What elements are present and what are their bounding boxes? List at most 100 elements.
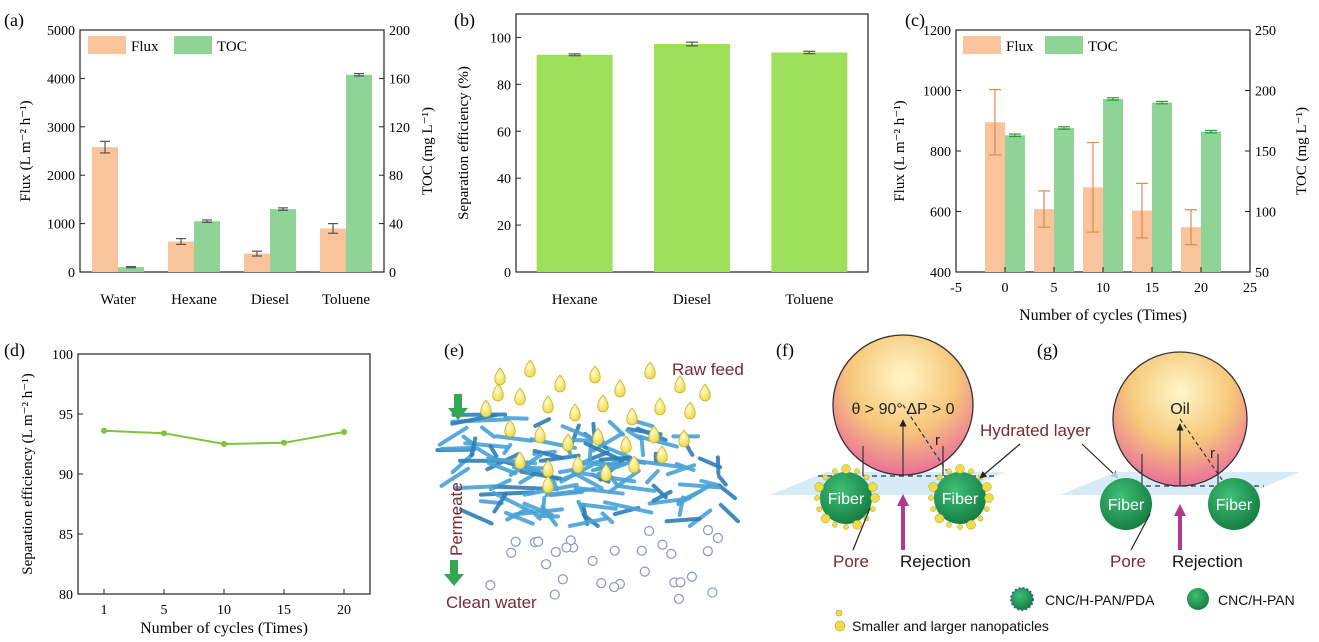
panel-d-ylabel: Separation efficiency (L m⁻² h⁻¹)	[20, 373, 36, 574]
mesh-fiber	[677, 482, 721, 490]
pore-label: Pore	[1110, 552, 1146, 571]
legend-flux-label: Flux	[131, 39, 159, 55]
legend-toc-label: TOC	[1088, 39, 1118, 55]
panel-c-bars	[985, 88, 1221, 272]
y-tick-label: 800	[930, 145, 951, 160]
mesh-fiber	[563, 470, 582, 481]
nanoparticle-legend-label: Smaller and larger nanopaticles	[852, 618, 1049, 634]
oil-drop	[492, 383, 504, 402]
y-tick-label: 1000	[47, 218, 75, 233]
mesh-fiber	[608, 474, 620, 488]
mesh-fiber	[665, 463, 697, 477]
flux-bar	[320, 228, 346, 272]
y2-tick-label: 120	[389, 121, 410, 136]
nanoparticle	[869, 506, 876, 512]
mesh-fiber	[437, 425, 469, 447]
oil-drop	[480, 399, 492, 418]
efficiency-point	[221, 441, 227, 447]
nanoparticle	[854, 468, 860, 475]
y-tick-label: 5000	[47, 24, 75, 39]
water-bubble	[561, 542, 572, 553]
oil-drop	[504, 419, 516, 438]
legend-toc-swatch	[174, 36, 212, 54]
x-tick-label: 5	[1051, 281, 1058, 296]
mesh-fiber	[718, 502, 740, 524]
mesh-fiber	[532, 448, 564, 460]
water-bubble	[541, 559, 552, 570]
oil-drop	[542, 395, 554, 414]
panel-c-x-axis: -5 0 5 10 15 20 25	[950, 267, 1257, 296]
y2-tick-label: 200	[1255, 85, 1276, 100]
mesh-fiber	[645, 469, 660, 485]
y-tick-label: 100	[490, 31, 511, 46]
oil-drop	[600, 463, 612, 482]
x-tick-label: 20	[1194, 281, 1208, 296]
down-arrow-icon	[444, 560, 464, 586]
x-tick-label: Hexane	[171, 292, 217, 308]
oil-drop	[648, 425, 660, 444]
mesh-fiber	[508, 452, 544, 477]
mesh-fiber	[560, 424, 594, 441]
mesh-fiber	[616, 484, 657, 493]
mesh-fiber	[603, 500, 654, 515]
rejection-label: Rejection	[900, 552, 971, 571]
mesh-fiber	[492, 491, 508, 514]
x-tick-label: 15	[1145, 281, 1159, 296]
mesh-fiber	[717, 474, 728, 487]
panel-c-right-axis: 50 100 150 200 250	[1245, 24, 1276, 281]
mesh-fiber	[480, 425, 497, 439]
mesh-fiber	[450, 451, 475, 475]
clean-water-label: Clean water	[446, 593, 537, 612]
panel-d-label: (d)	[4, 340, 25, 361]
y2-tick-label: 200	[389, 24, 410, 39]
mesh-fiber	[551, 477, 559, 492]
nanoparticle	[968, 468, 974, 475]
nanoparticle	[814, 482, 824, 492]
nanoparticle	[934, 513, 945, 524]
mesh-fiber	[513, 507, 564, 517]
oil-drop	[699, 383, 711, 402]
oil-drop	[494, 367, 506, 386]
efficiency-bar	[536, 54, 613, 272]
efficiency-point	[341, 429, 347, 435]
oil-drop	[542, 459, 554, 478]
nanoparticle-legend-icon	[834, 609, 846, 632]
y-tick-label: 4000	[47, 72, 75, 87]
panel-a-right-axis: 0 40 80 120 160 200	[379, 24, 410, 281]
panel-g-mechanism-pan: (g) r Oil Fiber Fiber Pore Rejection	[1037, 340, 1300, 571]
x-tick-label: 1	[101, 603, 108, 618]
panel-a-x-axis: Water Hexane Diesel Toluene	[100, 292, 370, 308]
oil-drop	[678, 429, 690, 448]
panel-c-ylabel: Flux (L m⁻² h⁻¹)	[892, 100, 908, 201]
panel-a-legend: Flux TOC	[88, 36, 247, 55]
oil-drop	[589, 365, 601, 384]
mesh-fiber	[492, 484, 549, 491]
toc-bar	[194, 221, 220, 272]
panel-b-bars	[536, 41, 848, 272]
panel-d-frame	[77, 353, 371, 595]
water-bubble	[510, 536, 521, 547]
water-bubble	[533, 536, 544, 547]
mesh-fiber	[486, 461, 518, 476]
water-bubble	[707, 587, 718, 598]
panel-f-label: (f)	[776, 340, 794, 361]
y-tick-label: 2000	[47, 169, 75, 184]
water-bubbles	[485, 525, 724, 605]
mesh-fiber	[503, 416, 529, 421]
oil-drop	[534, 425, 546, 444]
nanoparticle	[822, 474, 829, 481]
mesh-fiber	[459, 507, 494, 526]
mesh-fiber	[502, 442, 513, 456]
toc-bar	[1152, 102, 1172, 272]
fiber-label: Fiber	[1108, 497, 1145, 514]
mesh-fiber	[590, 461, 629, 473]
mesh-fiber	[504, 510, 535, 526]
nanoparticle	[852, 520, 862, 530]
panel-d-series	[101, 427, 347, 447]
x-tick-label: Water	[100, 292, 135, 308]
panel-b-y-axis: 0 20 40 60 80 100	[490, 31, 521, 281]
nanoparticle	[841, 464, 851, 474]
y-tick-label: 80	[497, 78, 511, 93]
panel-e-label: (e)	[444, 340, 464, 361]
mesh-fiber	[639, 434, 646, 458]
